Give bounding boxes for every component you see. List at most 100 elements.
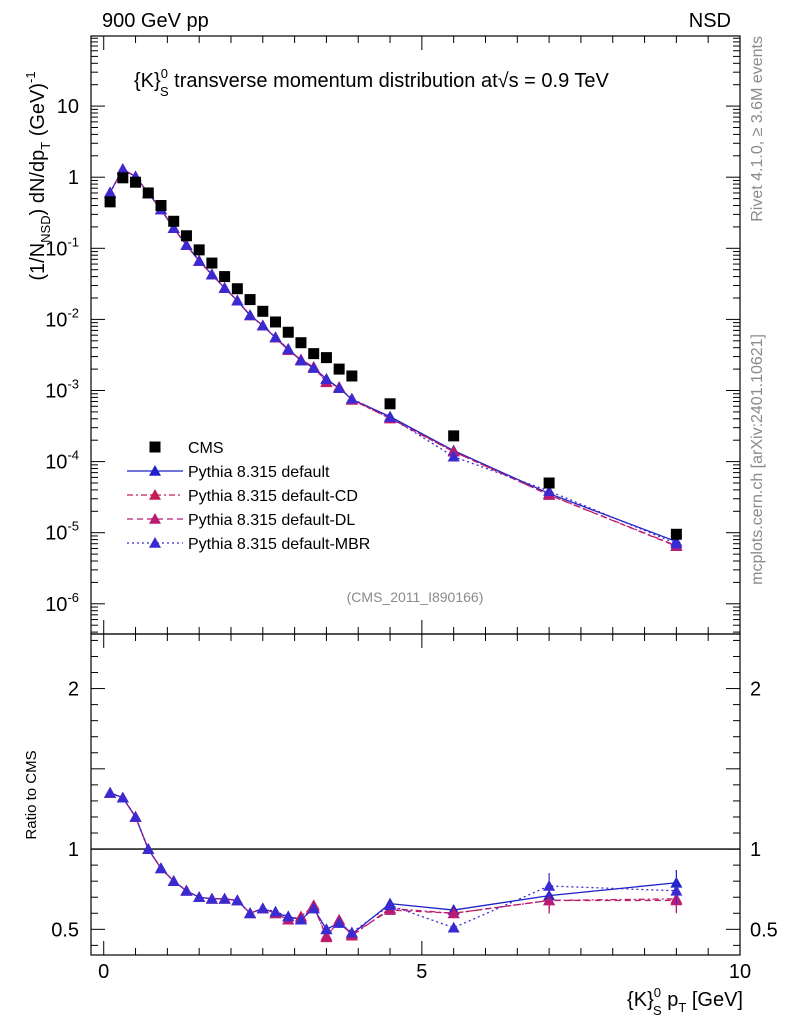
ratio-series-2 (104, 786, 683, 941)
ratio-series-marker (142, 843, 155, 854)
mc-series-line (109, 168, 677, 547)
x-tick-label: 0 (98, 961, 109, 983)
ratio-series-marker (154, 862, 167, 874)
mc-series-marker (320, 373, 333, 384)
mc-series-marker (256, 319, 269, 331)
main-y-tick-label: 10-2 (45, 305, 79, 331)
data-point (219, 271, 231, 283)
legend-marker-cms (149, 441, 161, 453)
data-point (346, 370, 358, 382)
ratio-series-line (109, 792, 677, 934)
ratio-series-marker (320, 929, 333, 941)
ratio-series-marker (104, 786, 117, 798)
ratio-series-marker (256, 902, 269, 914)
ratio-series-marker (670, 884, 683, 896)
legend-marker (149, 513, 161, 524)
ratio-panel: 0 5 10 0.5 0.5 1 1 2 2 (51, 633, 778, 983)
rivet-version-text: Rivet 4.1.0, ≥ 3.6M events (749, 36, 766, 222)
mc-series-marker (205, 268, 218, 280)
data-point (308, 348, 320, 360)
ratio-series-line (109, 792, 677, 939)
ratio-series-marker (543, 894, 556, 906)
ratio-y-tick-label: 0.5 (51, 919, 79, 941)
legend: CMS Pythia 8.315 default Pythia 8.315 defa… (127, 440, 370, 553)
x-axis-label: {K}0 S pT [GeV] (627, 985, 743, 1018)
mcplots-credit-text: mcplots.cern.ch [arXiv:2401.10621] (749, 334, 766, 585)
mc-series-marker (104, 186, 117, 198)
data-point (543, 477, 555, 489)
data-point (270, 316, 282, 328)
mc-series-marker (282, 343, 295, 354)
main-y-tick-label: 10-6 (45, 590, 79, 616)
mc-series-marker (294, 354, 307, 366)
data-point (295, 337, 307, 349)
data-point (142, 187, 154, 199)
data-point (180, 230, 192, 242)
data-point (206, 257, 218, 269)
data-point (320, 352, 332, 364)
ratio-series-marker (129, 810, 142, 822)
legend-marker (149, 489, 161, 500)
header-left: 900 GeV pp (102, 10, 209, 32)
ratio-series-3 (104, 786, 683, 938)
data-point (155, 199, 167, 211)
ratio-series-marker (447, 921, 460, 933)
data-point (244, 294, 256, 306)
ratio-series-marker (282, 910, 295, 922)
data-point (104, 196, 116, 208)
ratio-series-marker (543, 879, 556, 891)
mc-series-marker (231, 294, 244, 306)
ratio-y-axis-label: Ratio to CMS (23, 750, 40, 839)
mc-series-marker (447, 450, 460, 462)
main-y-tick-label: 10 (57, 96, 79, 118)
data-point (448, 430, 460, 442)
data-point (117, 172, 129, 184)
ratio-series-marker (447, 907, 460, 919)
mc-series-marker (167, 222, 180, 233)
ratio-series-marker (193, 891, 206, 903)
ratio-series-marker (320, 923, 333, 935)
ratio-series-marker (180, 884, 193, 896)
mc-series-marker (218, 282, 231, 293)
x-tick-label: 10 (729, 961, 751, 983)
main-y-tick-label: 1 (68, 167, 79, 189)
ratio-y-tick-label-right: 0.5 (750, 919, 778, 941)
ratio-y-tick-label: 1 (68, 839, 79, 861)
x-tick-label: 5 (416, 961, 427, 983)
mc-series-marker (345, 392, 358, 404)
data-point (168, 215, 180, 227)
ratio-series-marker (269, 905, 282, 917)
ratio-series-marker (244, 907, 257, 919)
mc-series-marker (269, 331, 282, 343)
ratio-series-marker (116, 791, 129, 803)
ratio-series-marker (231, 894, 244, 906)
ratio-series-1 (104, 786, 683, 943)
legend-label: Pythia 8.315 default-DL (188, 512, 355, 529)
legend-label: Pythia 8.315 default-MBR (188, 536, 370, 553)
header-right: NSD (689, 10, 731, 32)
mc-series-marker (307, 361, 320, 373)
mc-series-marker (543, 485, 556, 496)
data-point (257, 305, 269, 317)
main-y-axis-label: (1/NNSD) dN/dpT (GeV)-1 (23, 71, 53, 280)
legend-marker (149, 465, 161, 476)
ratio-series-marker (345, 926, 358, 938)
main-y-tick-label: 10-3 (45, 377, 79, 403)
legend-marker (149, 537, 161, 548)
mc-series-marker (180, 239, 193, 250)
data-point (130, 176, 142, 188)
data-point (193, 244, 205, 256)
data-point (670, 528, 682, 540)
data-point (231, 283, 243, 295)
mc-series-marker (244, 309, 257, 321)
mc-series-marker (333, 382, 346, 393)
ratio-series-marker (218, 892, 231, 904)
legend-label: Pythia 8.315 default (188, 464, 330, 481)
ratio-y-tick-label-right: 2 (750, 679, 761, 701)
legend-label: Pythia 8.315 default-CD (188, 488, 358, 505)
mc-series-line (109, 168, 677, 543)
data-point (333, 363, 345, 375)
ratio-series-marker (167, 875, 180, 886)
mc-series-marker (384, 411, 397, 422)
